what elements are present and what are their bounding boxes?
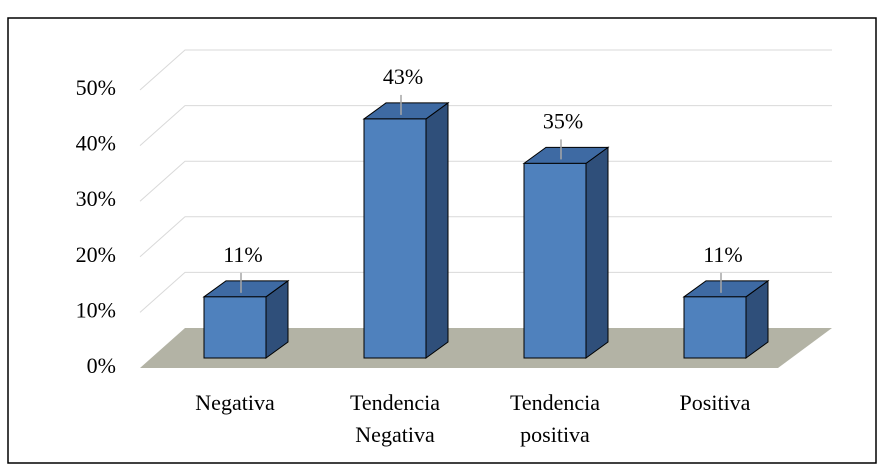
floor	[140, 328, 832, 368]
y-tick-label: 50%	[76, 75, 116, 100]
bar-side	[425, 101, 449, 359]
grid-line	[139, 216, 832, 258]
data-label: 43%	[383, 64, 423, 89]
y-tick-label: 30%	[76, 186, 116, 211]
y-tick-label: 40%	[76, 131, 116, 156]
y-tick-label: 0%	[87, 353, 116, 378]
y-tick-label: 10%	[76, 297, 116, 322]
grid-line	[139, 49, 832, 91]
grid-line	[139, 271, 832, 313]
x-tick-label: Positiva	[680, 390, 751, 415]
bar-side	[585, 146, 609, 359]
bar	[523, 162, 587, 359]
bar	[363, 118, 427, 359]
y-tick-label: 20%	[76, 242, 116, 267]
x-tick-label: Negativa	[195, 390, 275, 415]
grid-line	[139, 105, 832, 146]
data-label: 11%	[223, 242, 263, 267]
bar	[683, 296, 747, 359]
bar	[203, 296, 267, 359]
data-label: 35%	[543, 108, 583, 133]
grid-line	[139, 160, 832, 202]
x-tick-label: Tendencia Negativa	[350, 390, 440, 447]
x-tick-label: Tendencia positiva	[510, 390, 600, 447]
data-label: 11%	[703, 242, 743, 267]
